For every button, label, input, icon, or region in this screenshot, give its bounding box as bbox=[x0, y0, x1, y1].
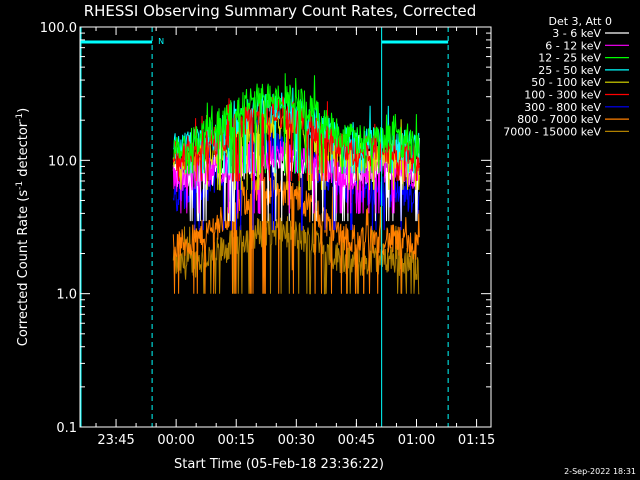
data-layer bbox=[172, 73, 420, 295]
saa-flag: N bbox=[158, 37, 164, 46]
legend-label: 12 - 25 keV bbox=[538, 52, 601, 65]
x-tick-label: 00:45 bbox=[338, 433, 375, 448]
series-trace bbox=[172, 73, 420, 174]
legend-label: 7000 - 15000 keV bbox=[503, 125, 601, 138]
y-tick-label: 1.0 bbox=[56, 288, 77, 303]
series-trace bbox=[172, 166, 420, 294]
x-axis: 23:45 00:00 00:15 00:30 00:45 01:00 01:15 bbox=[95, 27, 495, 448]
y-axis: 0.1 1.0 10.0 100.0 bbox=[40, 21, 491, 436]
y-axis-title-sup1: -1 bbox=[15, 181, 25, 190]
legend-label: 6 - 12 keV bbox=[545, 39, 601, 52]
x-tick-label: 23:45 bbox=[97, 433, 134, 448]
legend-label: 25 - 50 keV bbox=[538, 64, 601, 77]
legend-label: 3 - 6 keV bbox=[552, 27, 601, 40]
x-tick-label: 01:15 bbox=[458, 433, 495, 448]
observing-markers: N bbox=[80, 27, 449, 427]
x-tick-label: 00:15 bbox=[217, 433, 254, 448]
x-axis-title: Start Time (05-Feb-18 23:36:22) bbox=[174, 457, 384, 472]
legend-label: 50 - 100 keV bbox=[531, 76, 601, 89]
y-tick-label: 10.0 bbox=[48, 154, 77, 169]
x-tick-label: 00:30 bbox=[278, 433, 315, 448]
y-axis-title-end: ) bbox=[16, 108, 31, 113]
legend-label: 800 - 7000 keV bbox=[517, 113, 601, 126]
y-axis-title-sup2: -1 bbox=[15, 113, 25, 122]
legend-label: 100 - 300 keV bbox=[524, 89, 601, 102]
plot-title: RHESSI Observing Summary Count Rates, Co… bbox=[84, 2, 477, 20]
y-axis-title-mid: detector bbox=[16, 121, 31, 181]
y-tick-label: 0.1 bbox=[56, 421, 77, 436]
x-tick-label: 01:00 bbox=[398, 433, 435, 448]
x-tick-label: 00:00 bbox=[157, 433, 194, 448]
plot-frame bbox=[79, 26, 492, 428]
legend-label: 300 - 800 keV bbox=[524, 101, 601, 114]
y-tick-label: 100.0 bbox=[40, 21, 77, 36]
footer-date: 2-Sep-2022 18:31 bbox=[564, 467, 636, 476]
y-axis-title-main: Corrected Count Rate (s bbox=[16, 190, 31, 347]
legend-header: Det 3, Att 0 bbox=[549, 15, 613, 28]
y-axis-title: Corrected Count Rate (s-1 detector-1) bbox=[15, 108, 31, 346]
